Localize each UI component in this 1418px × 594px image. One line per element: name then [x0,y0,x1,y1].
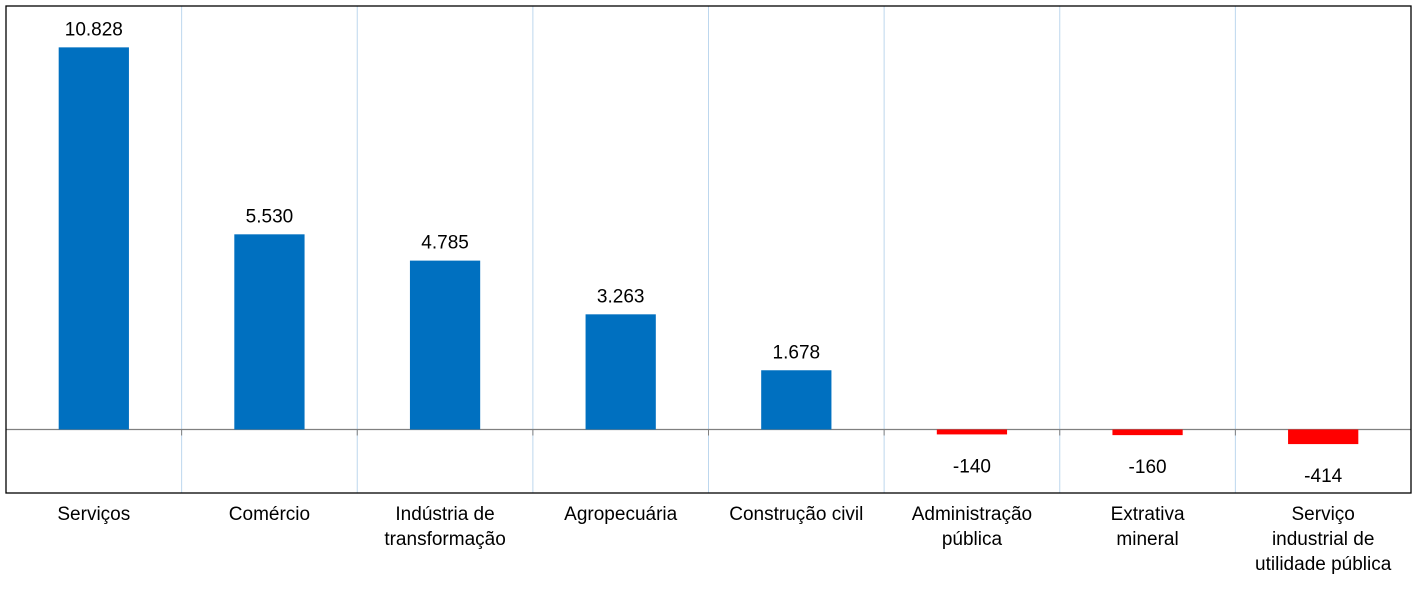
bar [585,314,656,430]
x-tick-label: Construção civil [729,504,864,525]
bar [409,260,481,430]
x-tick-label: Agropecuária [564,504,678,525]
value-label: -140 [953,456,991,477]
value-label: 1.678 [773,342,821,363]
x-tick-label: Serviço industrial de utilidade pública [1255,504,1392,575]
x-tick-label: Comércio [228,504,311,525]
value-label: 10.828 [65,19,123,40]
plot-border [5,5,1412,494]
bar [761,370,832,430]
bar [1112,429,1183,436]
x-tick-label: Administração pública [911,504,1033,550]
value-label: 4.785 [421,233,469,254]
value-label: -160 [1129,457,1167,478]
x-tick-label: Serviços [57,504,131,525]
bar [234,234,305,430]
x-tick-label: Indústria de transformação [384,504,506,550]
x-tick-label: Extrativa mineral [1110,504,1185,550]
value-label: 3.263 [597,286,645,307]
value-label: 5.530 [246,206,294,227]
bar [936,429,1008,435]
bar [1288,429,1359,445]
bar [58,47,129,430]
value-label: -414 [1304,466,1342,487]
